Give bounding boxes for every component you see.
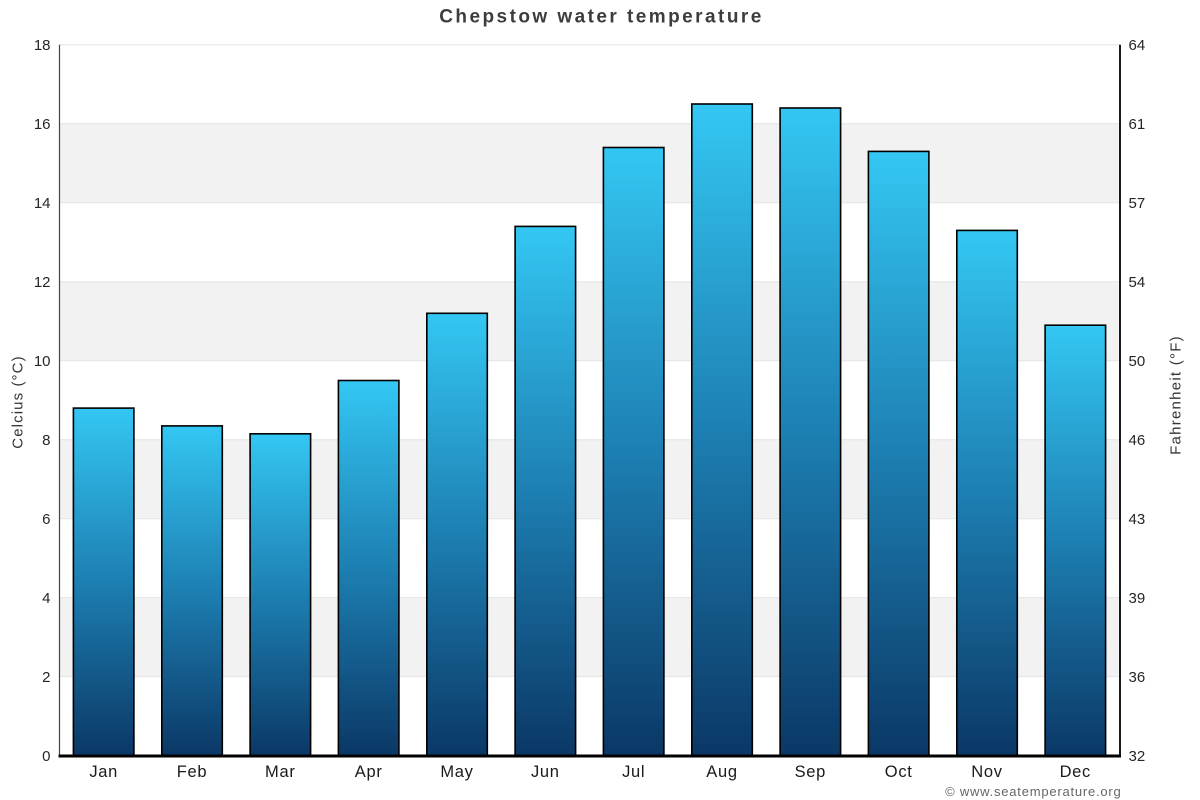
svg-text:64: 64 — [1129, 37, 1146, 54]
svg-text:Chepstow water temperature: Chepstow water temperature — [439, 7, 764, 28]
svg-text:Jan: Jan — [89, 763, 118, 781]
svg-text:4: 4 — [42, 590, 50, 607]
svg-text:10: 10 — [34, 353, 51, 370]
svg-text:Sep: Sep — [795, 763, 826, 781]
svg-text:Oct: Oct — [885, 763, 913, 781]
svg-text:16: 16 — [34, 116, 51, 133]
svg-text:Fahrenheit (°F): Fahrenheit (°F) — [1168, 335, 1185, 455]
svg-text:Jul: Jul — [622, 763, 645, 781]
svg-text:Apr: Apr — [355, 763, 383, 781]
svg-text:6: 6 — [42, 511, 50, 528]
svg-text:Jun: Jun — [531, 763, 560, 781]
svg-text:12: 12 — [34, 274, 51, 291]
svg-text:2: 2 — [42, 669, 50, 686]
svg-text:54: 54 — [1129, 274, 1146, 291]
svg-text:Nov: Nov — [971, 763, 1002, 781]
svg-text:© www.seatemperature.org: © www.seatemperature.org — [945, 784, 1121, 799]
svg-text:50: 50 — [1129, 353, 1146, 370]
svg-text:61: 61 — [1129, 116, 1146, 133]
svg-text:14: 14 — [34, 195, 51, 212]
svg-text:57: 57 — [1129, 195, 1146, 212]
svg-text:May: May — [440, 763, 473, 781]
svg-text:Celcius (°C): Celcius (°C) — [9, 355, 26, 448]
svg-text:Dec: Dec — [1060, 763, 1091, 781]
svg-text:Mar: Mar — [265, 763, 296, 781]
svg-text:18: 18 — [34, 37, 51, 54]
svg-text:8: 8 — [42, 432, 50, 449]
svg-text:36: 36 — [1129, 669, 1146, 686]
svg-text:Aug: Aug — [706, 763, 737, 781]
svg-text:46: 46 — [1129, 432, 1146, 449]
svg-text:32: 32 — [1129, 748, 1146, 765]
svg-text:43: 43 — [1129, 511, 1146, 528]
svg-text:39: 39 — [1129, 590, 1146, 607]
svg-text:Feb: Feb — [177, 763, 208, 781]
svg-text:0: 0 — [42, 748, 50, 765]
